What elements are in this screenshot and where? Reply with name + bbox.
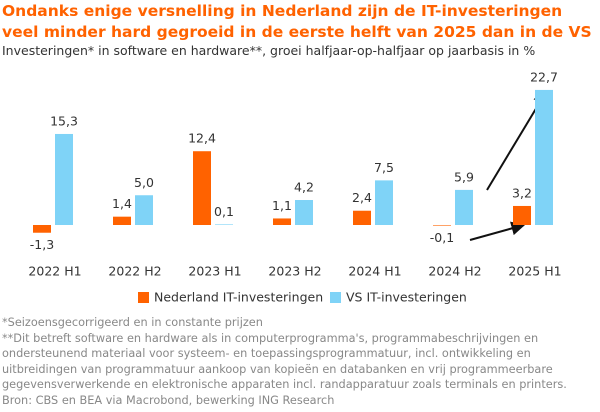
bar [193,151,211,225]
data-label: 5,0 [134,175,154,190]
bar [273,218,291,225]
bar [455,189,473,225]
x-tick-label: 2024 H2 [428,264,481,279]
bar [135,195,153,225]
legend-label: Nederland IT-investeringen [154,290,323,305]
x-tick-label: 2023 H1 [188,264,241,279]
x-tick-label: 2022 H2 [108,264,161,279]
bar [375,180,393,225]
data-label: -1,3 [30,237,54,252]
bar [33,225,51,233]
x-tick-label: 2025 H1 [508,264,561,279]
bar [353,210,371,225]
data-label: 2,4 [352,190,372,205]
footnote: Bron: CBS en BEA via Macrobond, bewerkin… [2,393,335,407]
x-tick-label: 2023 H2 [268,264,321,279]
bar [535,89,553,225]
data-label: 12,4 [188,131,216,146]
footnote: *Seizoensgecorrigeerd en in constante pr… [2,316,263,329]
bar [295,200,313,225]
legend-label: VS IT-investeringen [346,290,467,305]
data-label: 7,5 [374,160,394,175]
bar [215,224,233,225]
x-tick-label: 2024 H1 [348,264,401,279]
data-label: -0,1 [430,230,454,245]
data-label: 5,9 [454,169,474,184]
chart: 2022 H1 -1,3 15,3 2022 H2 1,45,0 2023 H1 12,4 0… [28,69,561,305]
data-label: 1,1 [272,198,292,213]
data-label: 4,2 [294,180,314,195]
bar [513,205,531,225]
bar [113,216,131,225]
arrow [469,221,526,241]
data-label: 22,7 [530,69,558,84]
data-label: 1,4 [112,196,132,211]
footnotes: *Seizoensgecorrigeerd en in constante pr… [2,315,598,408]
footnote: **Dit betreft software en hardware als i… [2,331,567,392]
data-label: 15,3 [50,113,78,128]
chart-title: Ondanks enige versnelling in Nederland z… [2,2,592,41]
bar [55,133,73,225]
legend-swatch [138,292,149,303]
legend-swatch [330,292,341,303]
bar [433,225,451,226]
x-tick-label: 2022 H1 [28,264,81,279]
data-label: 0,1 [214,204,234,219]
chart-subtitle: Investeringen* in software en hardware**… [2,43,536,58]
data-label: 3,2 [512,185,532,200]
